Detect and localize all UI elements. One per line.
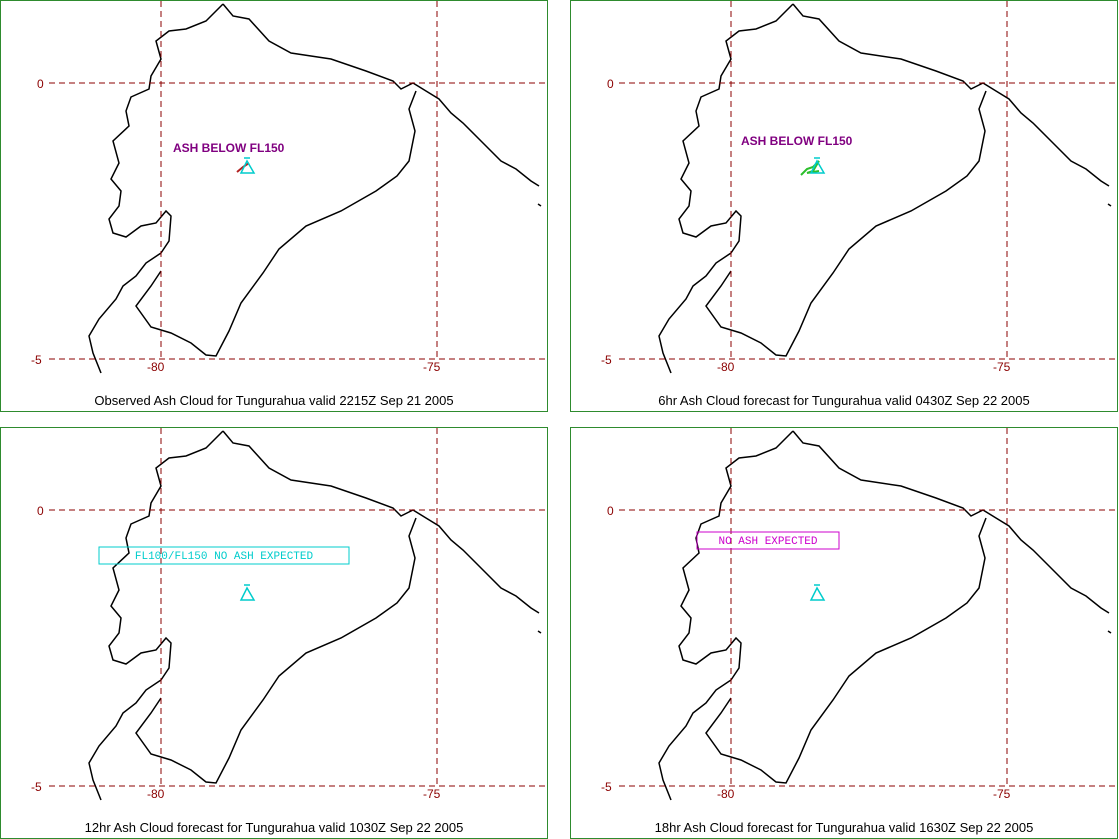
ash-annotation: ASH BELOW FL150 bbox=[173, 141, 285, 155]
annotation-box bbox=[696, 531, 840, 550]
lat-label-minus5: -5 bbox=[31, 780, 42, 794]
map-canvas: 0 -5 -80 -75 ASH BELOW FL150 bbox=[601, 1, 1117, 374]
ash-annotation: NO ASH EXPECTED bbox=[718, 536, 817, 548]
lon-label-minus75: -75 bbox=[423, 360, 441, 374]
panel-caption: 6hr Ash Cloud forecast for Tungurahua va… bbox=[658, 393, 1030, 408]
volcano-triangle-icon bbox=[809, 584, 826, 601]
volcano-triangle-icon bbox=[239, 584, 256, 601]
lon-label-minus75: -75 bbox=[993, 360, 1011, 374]
coastline bbox=[658, 430, 1112, 801]
map-canvas: 0 -5 -80 -75 FL100/FL150 NO ASH EXPECTED bbox=[31, 428, 547, 801]
lat-label-0: 0 bbox=[607, 504, 614, 518]
lon-label-minus80: -80 bbox=[717, 787, 735, 801]
lat-label-0: 0 bbox=[607, 77, 614, 91]
lat-lon-grid bbox=[49, 1, 547, 360]
lat-lon-grid bbox=[619, 1, 1117, 360]
map-panel-12hr-forecast: 0 -5 -80 -75 FL100/FL150 NO ASH EXPECTED… bbox=[0, 427, 548, 839]
lat-lon-grid bbox=[619, 428, 1117, 787]
ash-plume bbox=[800, 160, 820, 176]
coastline bbox=[658, 3, 1112, 374]
ash-annotation: ASH BELOW FL150 bbox=[741, 134, 853, 148]
panel-caption: 18hr Ash Cloud forecast for Tungurahua v… bbox=[654, 820, 1034, 835]
ash-plume bbox=[236, 162, 250, 173]
lat-lon-grid bbox=[49, 428, 547, 787]
panel-caption: 12hr Ash Cloud forecast for Tungurahua v… bbox=[84, 820, 464, 835]
map-panel-6hr-forecast: 0 -5 -80 -75 ASH BELOW FL150 6hr Ash Clo… bbox=[570, 0, 1118, 412]
lon-label-minus80: -80 bbox=[717, 360, 735, 374]
lon-label-minus75: -75 bbox=[993, 787, 1011, 801]
panel-caption: Observed Ash Cloud for Tungurahua valid … bbox=[94, 393, 454, 408]
lat-label-0: 0 bbox=[37, 77, 44, 91]
volcano-triangle-icon bbox=[809, 157, 826, 174]
lat-label-0: 0 bbox=[37, 504, 44, 518]
lon-label-minus75: -75 bbox=[423, 787, 441, 801]
lon-label-minus80: -80 bbox=[147, 787, 165, 801]
lat-label-minus5: -5 bbox=[601, 780, 612, 794]
map-canvas: 0 -5 -80 -75 ASH BELOW FL150 bbox=[31, 1, 547, 374]
ash-annotation: FL100/FL150 NO ASH EXPECTED bbox=[135, 551, 314, 563]
lat-label-minus5: -5 bbox=[601, 353, 612, 367]
lon-label-minus80: -80 bbox=[147, 360, 165, 374]
map-canvas: 0 -5 -80 -75 NO ASH EXPECTED bbox=[601, 428, 1117, 801]
coastline bbox=[88, 430, 542, 801]
lat-label-minus5: -5 bbox=[31, 353, 42, 367]
coastline bbox=[88, 3, 542, 374]
map-panel-18hr-forecast: 0 -5 -80 -75 NO ASH EXPECTED 18hr Ash Cl… bbox=[570, 427, 1118, 839]
map-panel-observed: 0 -5 -80 -75 ASH BELOW FL150 Observed As… bbox=[0, 0, 548, 412]
annotation-box bbox=[98, 546, 350, 565]
volcano-triangle-icon bbox=[239, 157, 256, 174]
